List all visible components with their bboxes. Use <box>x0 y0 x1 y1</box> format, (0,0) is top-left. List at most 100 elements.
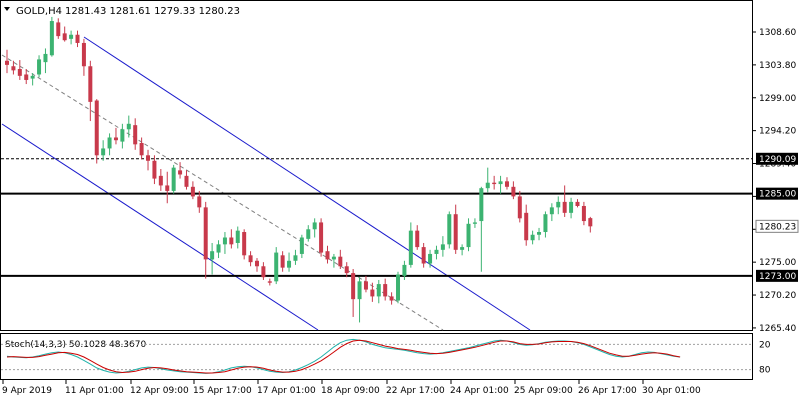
candle[interactable] <box>472 218 477 228</box>
candle[interactable] <box>152 155 157 185</box>
candle[interactable] <box>242 229 247 260</box>
candle[interactable] <box>280 251 285 272</box>
candle[interactable] <box>408 222 413 268</box>
candle[interactable] <box>338 249 343 270</box>
candle[interactable] <box>56 18 61 39</box>
candle[interactable] <box>453 204 458 254</box>
candle[interactable] <box>460 244 465 256</box>
candle[interactable] <box>370 282 375 302</box>
candle[interactable] <box>312 218 317 238</box>
candle[interactable] <box>440 236 445 257</box>
candle[interactable] <box>69 30 74 45</box>
candle[interactable] <box>415 225 420 250</box>
candle[interactable] <box>447 211 452 249</box>
candle[interactable] <box>178 162 183 179</box>
candle[interactable] <box>498 175 503 194</box>
candle[interactable] <box>543 211 548 238</box>
candle[interactable] <box>434 245 439 260</box>
candle[interactable] <box>549 203 554 222</box>
candle[interactable] <box>203 201 208 279</box>
candle[interactable] <box>562 185 567 217</box>
candles[interactable] <box>5 16 593 323</box>
candle[interactable] <box>357 277 362 323</box>
candle[interactable] <box>428 249 433 268</box>
candle[interactable] <box>537 227 542 241</box>
candle[interactable] <box>319 218 324 257</box>
main-chart-panel[interactable] <box>0 0 753 331</box>
candle[interactable] <box>351 269 356 317</box>
candle[interactable] <box>267 278 272 286</box>
candle[interactable] <box>511 181 516 200</box>
candle[interactable] <box>190 181 195 200</box>
trend-channel[interactable] <box>1 36 531 331</box>
candle[interactable] <box>402 260 407 280</box>
candle[interactable] <box>5 49 9 74</box>
candle[interactable] <box>287 252 292 272</box>
candle[interactable] <box>43 48 48 74</box>
candle[interactable] <box>158 169 163 191</box>
candle[interactable] <box>222 232 227 254</box>
candle[interactable] <box>24 68 29 85</box>
candle[interactable] <box>383 278 388 301</box>
candle[interactable] <box>113 127 118 145</box>
candle[interactable] <box>120 123 125 149</box>
candle[interactable] <box>88 60 93 122</box>
candle[interactable] <box>146 149 151 171</box>
candle[interactable] <box>344 262 349 278</box>
candle[interactable] <box>479 186 484 272</box>
dropdown-triangle-icon[interactable] <box>4 7 10 11</box>
candle[interactable] <box>30 73 35 86</box>
candle[interactable] <box>556 196 561 215</box>
candle[interactable] <box>216 240 221 259</box>
candle[interactable] <box>524 204 529 246</box>
candle[interactable] <box>17 60 22 80</box>
candle[interactable] <box>325 245 330 264</box>
candle[interactable] <box>197 190 202 213</box>
candle[interactable] <box>575 199 580 208</box>
candle[interactable] <box>492 175 497 190</box>
candle[interactable] <box>299 234 304 259</box>
candle[interactable] <box>165 171 170 204</box>
candle[interactable] <box>389 292 394 305</box>
candle[interactable] <box>254 258 259 272</box>
candle[interactable] <box>126 115 131 138</box>
candle[interactable] <box>376 279 381 304</box>
candle[interactable] <box>49 16 54 57</box>
candle[interactable] <box>504 177 509 190</box>
candle[interactable] <box>101 140 106 161</box>
candle[interactable] <box>81 38 86 76</box>
candle[interactable] <box>331 253 336 268</box>
candle[interactable] <box>396 271 401 304</box>
candle[interactable] <box>306 225 311 242</box>
candle[interactable] <box>363 275 368 293</box>
candle[interactable] <box>184 170 189 190</box>
candle[interactable] <box>210 242 215 275</box>
candle[interactable] <box>62 26 67 42</box>
candle[interactable] <box>485 167 490 193</box>
candle[interactable] <box>466 218 471 252</box>
candle[interactable] <box>171 164 176 194</box>
candle[interactable] <box>274 247 279 285</box>
candle[interactable] <box>588 216 593 233</box>
candle[interactable] <box>248 251 253 267</box>
candle[interactable] <box>235 226 240 249</box>
candle[interactable] <box>293 249 298 265</box>
candle[interactable] <box>261 262 266 280</box>
candle[interactable] <box>421 242 426 268</box>
candle[interactable] <box>11 60 16 75</box>
candle[interactable] <box>530 230 535 245</box>
channel-mid-line[interactable] <box>1 54 444 331</box>
horizontal-levels[interactable] <box>1 158 752 277</box>
candle[interactable] <box>133 118 138 150</box>
candle[interactable] <box>581 201 586 226</box>
candle[interactable] <box>229 229 234 249</box>
candle[interactable] <box>139 137 144 160</box>
channel-upper-line[interactable] <box>83 36 531 331</box>
candle[interactable] <box>107 133 112 156</box>
candle[interactable] <box>569 197 574 219</box>
candle[interactable] <box>37 55 42 78</box>
candle[interactable] <box>94 99 99 164</box>
candle[interactable] <box>517 190 522 223</box>
candle[interactable] <box>75 30 80 48</box>
